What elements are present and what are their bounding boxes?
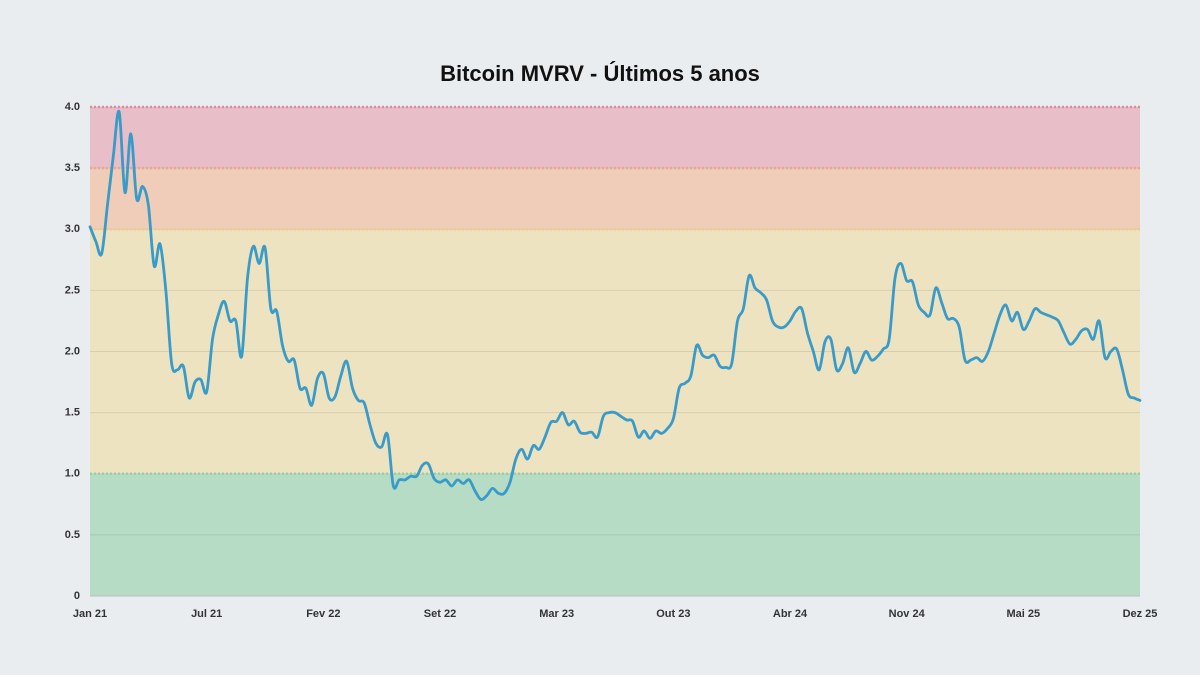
y-tick-label: 1.5 [65,407,80,419]
x-tick-label: Fev 22 [306,608,340,620]
x-tick-label: Jul 21 [191,608,222,620]
x-tick-label: Out 23 [656,608,690,620]
x-tick-label: Jan 21 [73,608,107,620]
x-tick-label: Set 22 [424,608,456,620]
y-tick-label: 1.0 [65,468,80,480]
x-tick-label: Mar 23 [539,608,574,620]
zone-band [90,229,1140,474]
chart-title: Bitcoin MVRV - Últimos 5 anos [440,61,760,86]
y-tick-label: 2.0 [65,345,80,357]
y-tick-label: 3.0 [65,223,80,235]
y-tick-label: 0 [74,590,80,602]
y-tick-label: 3.5 [65,162,80,174]
x-tick-label: Abr 24 [773,608,808,620]
y-tick-label: 0.5 [65,529,80,541]
zone-band [90,473,1140,596]
zone-band [90,107,1140,169]
data-line [88,109,1142,501]
y-tick-label: 2.5 [65,284,80,296]
y-tick-label: 4.0 [65,101,80,113]
x-tick-label: Dez 25 [1123,608,1158,620]
x-tick-label: Mai 25 [1007,608,1041,620]
zone-band [90,168,1140,230]
x-tick-label: Nov 24 [889,608,926,620]
